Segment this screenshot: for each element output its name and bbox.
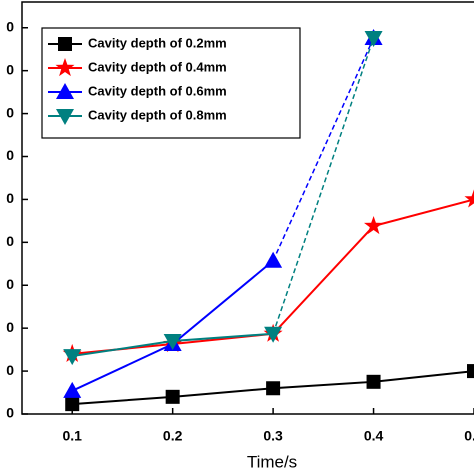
legend-label: Cavity depth of 0.2mm bbox=[88, 35, 227, 50]
series-line bbox=[71, 260, 274, 392]
legend-label: Cavity depth of 0.6mm bbox=[88, 83, 227, 98]
marker bbox=[264, 251, 283, 268]
y-tick-label: 0 bbox=[6, 405, 14, 421]
dashed-line bbox=[272, 37, 375, 262]
y-tick-label: 0 bbox=[6, 190, 14, 206]
marker bbox=[63, 381, 82, 398]
marker bbox=[366, 374, 381, 389]
legend-label: Cavity depth of 0.8mm bbox=[88, 107, 227, 122]
marker bbox=[163, 334, 182, 351]
y-tick-label: 0 bbox=[6, 276, 14, 292]
x-tick-label: 0.1 bbox=[62, 428, 82, 444]
x-tick-label: 0.3 bbox=[263, 428, 283, 444]
y-tick-label: 0 bbox=[6, 319, 14, 335]
marker bbox=[63, 349, 82, 366]
x-tick-label: 0.2 bbox=[163, 428, 183, 444]
marker bbox=[364, 31, 383, 48]
y-tick-label: 0 bbox=[6, 104, 14, 120]
y-tick-label: 0 bbox=[6, 61, 14, 77]
y-tick-label: 0 bbox=[6, 233, 14, 249]
legend-marker bbox=[55, 58, 75, 77]
dashed-line bbox=[272, 37, 375, 334]
legend-marker bbox=[56, 109, 74, 125]
legend-marker bbox=[58, 37, 72, 51]
legend-box bbox=[41, 27, 301, 139]
marker bbox=[165, 389, 180, 404]
y-tick-label: 0 bbox=[6, 362, 14, 378]
x-tick-label: 0.4 bbox=[364, 428, 384, 444]
y-tick-label: 0 bbox=[6, 18, 14, 34]
marker bbox=[65, 397, 80, 412]
marker bbox=[467, 364, 474, 379]
y-tick-label: 0 bbox=[6, 147, 14, 163]
plot-frame bbox=[21, 1, 474, 415]
marker bbox=[264, 326, 283, 343]
marker bbox=[364, 216, 384, 235]
marker bbox=[266, 381, 281, 396]
legend-marker bbox=[56, 83, 74, 99]
marker bbox=[464, 189, 474, 208]
x-axis-title: Time/s bbox=[247, 452, 297, 471]
x-tick-label: 0.5 bbox=[464, 428, 474, 444]
legend-label: Cavity depth of 0.4mm bbox=[88, 59, 227, 74]
